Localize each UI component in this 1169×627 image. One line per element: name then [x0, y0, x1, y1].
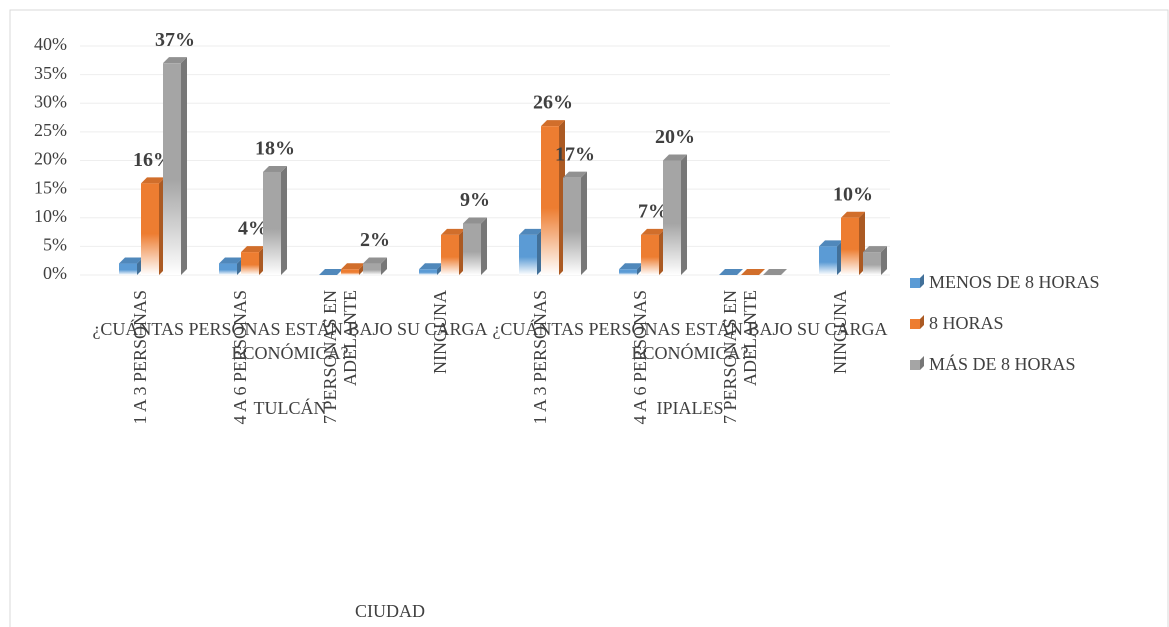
bar [119, 263, 137, 275]
y-tick-label: 30% [34, 91, 67, 111]
bar-top [163, 57, 187, 64]
y-tick-label: 35% [34, 63, 67, 83]
data-label: 18% [255, 138, 295, 160]
y-tick-label: 5% [43, 235, 67, 255]
bar [563, 177, 581, 275]
data-label: 7% [638, 201, 668, 223]
bar [619, 269, 637, 275]
bar [541, 126, 559, 276]
bar [841, 217, 859, 275]
legend-label: 8 HORAS [929, 313, 1004, 333]
bar-top [519, 228, 543, 235]
bar [463, 223, 481, 275]
data-label: 26% [533, 92, 573, 114]
bar-top [119, 257, 143, 264]
city-label: TULCÁN [253, 398, 327, 418]
data-label: 9% [460, 189, 490, 211]
y-tick-label: 25% [34, 120, 67, 140]
bar [141, 183, 159, 275]
bar-top [663, 154, 687, 161]
bar [519, 234, 537, 275]
y-tick-label: 15% [34, 177, 67, 197]
bar-top [763, 269, 787, 275]
bar-top [219, 257, 243, 264]
bar-top [719, 269, 743, 275]
category-group-label: ¿CUÁNTAS PERSONAS ESTÁN BAJO SU CARGA EC… [92, 319, 488, 363]
data-label: 20% [655, 126, 695, 148]
data-label: 37% [155, 29, 195, 51]
legend-swatch-side [920, 356, 924, 370]
legend-swatch [910, 360, 920, 370]
bar-side [281, 165, 287, 275]
legend-label: MENOS DE 8 HORAS [929, 272, 1100, 292]
bar-top [741, 269, 765, 275]
category-group-label: ¿CUÁNTAS PERSONAS ESTÁN BAJO SU CARGA EC… [492, 319, 888, 363]
bar-side [481, 217, 487, 275]
bar-top [863, 246, 887, 253]
bar [819, 246, 837, 275]
bar [341, 269, 359, 275]
bar [419, 269, 437, 275]
bar-side [181, 57, 187, 275]
bar-top [641, 228, 665, 235]
bar-side [581, 171, 587, 275]
bar-top [463, 217, 487, 224]
bar [219, 263, 237, 275]
bar-top [563, 171, 587, 178]
bar-top [141, 177, 165, 184]
bar-top [441, 228, 465, 235]
bar-top [241, 246, 265, 253]
data-label: 4% [238, 218, 268, 240]
bar [441, 234, 459, 275]
bar [363, 263, 381, 275]
legend-swatch [910, 278, 920, 288]
chart-border [9, 9, 1169, 627]
bar-top [363, 257, 387, 264]
bar-top [319, 269, 343, 275]
legend-swatch [910, 319, 920, 329]
bar-top [841, 211, 865, 218]
bar-top [819, 240, 843, 247]
x-axis-title: CIUDAD [355, 601, 425, 621]
bar-top [341, 263, 365, 270]
bar-top [541, 120, 565, 127]
city-label: IPIALES [656, 398, 724, 418]
bar-top [263, 165, 287, 172]
bar [641, 234, 659, 275]
y-tick-label: 40% [34, 34, 67, 54]
legend-swatch-side [920, 315, 924, 329]
bar [863, 252, 881, 275]
legend-swatch-side [920, 274, 924, 288]
data-label: 2% [360, 229, 390, 251]
bar [163, 63, 181, 275]
bar-side [681, 154, 687, 275]
data-label: 10% [833, 183, 873, 205]
y-tick-label: 10% [34, 206, 67, 226]
legend-label: MÁS DE 8 HORAS [929, 353, 1076, 374]
y-tick-label: 20% [34, 149, 67, 169]
bar-top [419, 263, 443, 270]
y-tick-label: 0% [43, 263, 67, 283]
data-label: 17% [555, 143, 595, 165]
bar [263, 171, 281, 275]
bar [663, 160, 681, 275]
bar [241, 252, 259, 275]
bar-side [881, 246, 887, 275]
bar-side [381, 257, 387, 275]
bar-top [619, 263, 643, 270]
